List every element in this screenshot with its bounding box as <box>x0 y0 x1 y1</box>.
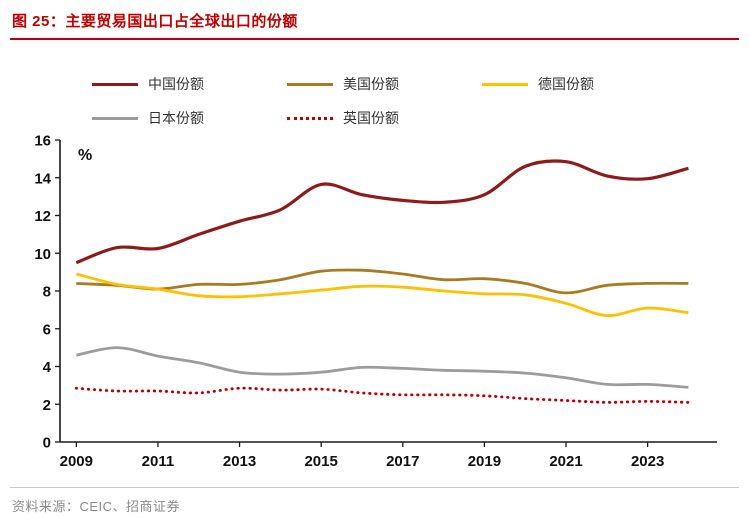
legend-swatch-line <box>482 82 528 86</box>
x-tick-label: 2013 <box>223 453 256 470</box>
y-tick-label: 12 <box>34 208 51 225</box>
x-tick-label: 2009 <box>60 453 93 470</box>
y-tick-label: 2 <box>43 397 51 414</box>
y-tick-label: 6 <box>43 321 51 338</box>
line-chart: 0 2 4 6 8 10 12 14 16 2009 2011 2013 2015 2017 2019 202… <box>34 133 717 470</box>
chart-title-bar: 图 25：主要贸易国出口占全球出口的份额 <box>10 6 739 40</box>
x-tick-label: 2021 <box>549 453 582 470</box>
legend-item: 英国份额 <box>287 108 482 128</box>
legend-label: 日本份额 <box>148 110 204 126</box>
legend-swatch-line <box>92 82 138 86</box>
series-line <box>75 159 689 265</box>
x-tick-label: 2019 <box>468 453 501 470</box>
legend-item: 日本份额 <box>92 108 287 128</box>
chart-number: 图 25： <box>12 13 66 30</box>
legend-label: 美国份额 <box>343 76 399 92</box>
y-tick-label: 0 <box>43 435 51 452</box>
legend-label: 英国份额 <box>343 110 399 126</box>
y-tick-label: 16 <box>34 133 51 150</box>
y-tick-label: 14 <box>34 170 51 187</box>
y-tick-label: 10 <box>34 246 51 263</box>
x-tick-label: 2023 <box>631 453 664 470</box>
legend-label: 中国份额 <box>148 76 204 92</box>
legend-item: 德国份额 <box>482 74 677 94</box>
page-title: 主要贸易国出口占全球出口的份额 <box>65 13 298 30</box>
x-tick-label: 2017 <box>386 453 419 470</box>
x-tick-label: 2015 <box>304 453 337 470</box>
series-line <box>76 346 689 389</box>
series-line <box>75 272 689 317</box>
legend-swatch-line <box>92 116 138 120</box>
source-text: 资料来源：CEIC、招商证券 <box>12 499 181 514</box>
y-tick-label: 4 <box>43 359 52 376</box>
legend-item: 美国份额 <box>287 74 482 94</box>
chart-area: 0 2 4 6 8 10 12 14 16 2009 2011 2013 2015 2017 2019 202… <box>10 130 739 487</box>
x-tick-label: 2011 <box>142 453 175 470</box>
legend: 中国份额 美国份额 德国份额日本份额 英国份额 <box>30 74 739 128</box>
y-tick-label: 8 <box>43 284 51 301</box>
legend-swatch-dotted-line <box>287 116 333 120</box>
series-line <box>74 386 690 404</box>
legend-swatch-line <box>287 82 333 86</box>
series-line <box>76 268 689 295</box>
legend-item: 中国份额 <box>92 74 287 94</box>
source-note: 资料来源：CEIC、招商证券 <box>10 487 739 517</box>
y-axis-unit-label: % <box>78 147 92 164</box>
legend-label: 德国份额 <box>538 76 594 92</box>
